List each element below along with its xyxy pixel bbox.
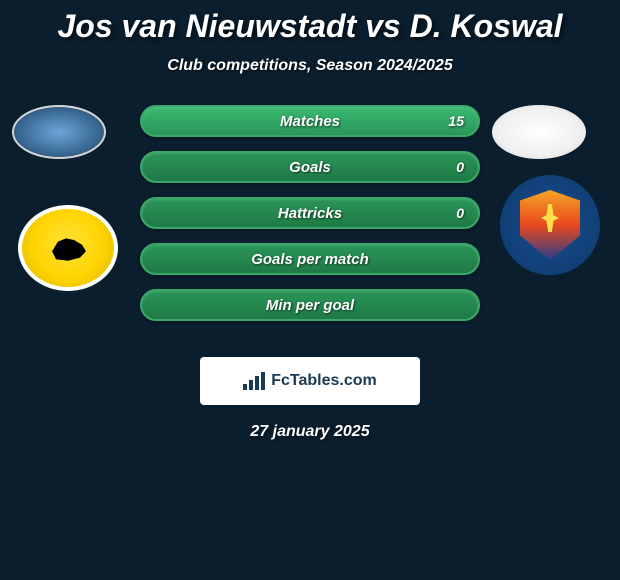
- player-photo-left: [12, 105, 106, 159]
- stat-row-goals: Goals 0: [140, 151, 480, 183]
- stat-label: Min per goal: [266, 297, 354, 314]
- club-logo-right: [500, 175, 600, 275]
- stat-label: Goals per match: [251, 251, 369, 268]
- stat-value-right: 15: [448, 113, 464, 129]
- shield-icon: [520, 190, 580, 260]
- date-label: 27 january 2025: [0, 423, 620, 441]
- comparison-section: Matches 15 Goals 0 Hattricks 0 Goals per…: [0, 105, 620, 345]
- club-logo-left: [18, 205, 118, 291]
- stat-bars: Matches 15 Goals 0 Hattricks 0 Goals per…: [140, 105, 480, 335]
- stat-label: Hattricks: [278, 205, 342, 222]
- stat-row-matches: Matches 15: [140, 105, 480, 137]
- stat-row-goals-per-match: Goals per match: [140, 243, 480, 275]
- brand-box[interactable]: FcTables.com: [200, 357, 420, 405]
- comparison-card: Jos van Nieuwstadt vs D. Koswal Club com…: [0, 0, 620, 441]
- stat-row-min-per-goal: Min per goal: [140, 289, 480, 321]
- page-title: Jos van Nieuwstadt vs D. Koswal: [0, 8, 620, 45]
- stat-value-right: 0: [456, 159, 464, 175]
- brand-text: FcTables.com: [271, 372, 377, 390]
- bar-chart-icon: [243, 372, 265, 390]
- stat-label: Goals: [289, 159, 331, 176]
- subtitle: Club competitions, Season 2024/2025: [0, 57, 620, 75]
- stat-value-right: 0: [456, 205, 464, 221]
- player-photo-right: [492, 105, 586, 159]
- stat-row-hattricks: Hattricks 0: [140, 197, 480, 229]
- stat-label: Matches: [280, 113, 340, 130]
